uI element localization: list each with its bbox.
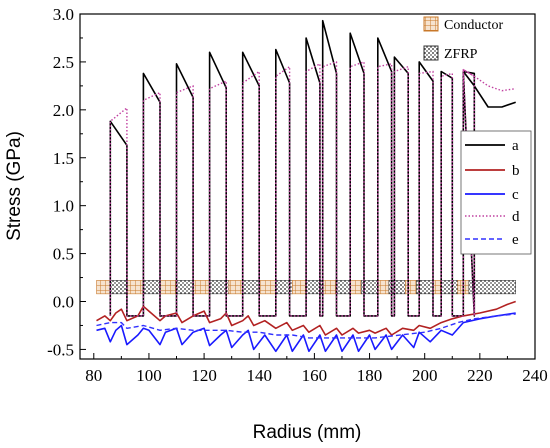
series-legend-box [460,130,532,255]
zfrp-layer-segment [242,280,260,295]
conductor-layer-segment [228,280,243,295]
y-tick-label: 1.5 [53,149,74,168]
conductor-layer-segment [322,280,337,295]
material-legend: Conductor ZFRP [423,16,503,62]
series-group [96,19,516,353]
zfrp-layer-segment [176,280,194,295]
conductor-layer-segment [96,280,111,295]
y-tick-label: 0.5 [53,245,74,264]
x-tick-label: 80 [85,366,102,385]
series-c-line [96,312,516,353]
legend-label-c: c [512,187,519,203]
legend-label-e: e [512,232,519,248]
legend-label-a: a [512,138,519,154]
conductor-layer-segment [159,280,177,295]
conductor-layer-segment [126,280,144,295]
zfrp-swatch [423,45,439,61]
y-axis-title: Stress (GPa) [4,131,25,241]
conductor-layer-segment [292,280,307,295]
conductor-label: Conductor [444,18,503,33]
conductor-layer-segment [432,280,442,295]
y-tick-label: -0.5 [47,340,74,359]
x-tick-label: 140 [246,366,272,385]
x-tick-label: 120 [191,366,217,385]
x-tick-label: 200 [412,366,438,385]
x-tick-label: 220 [467,366,493,385]
zfrp-layer-segment [468,280,516,295]
conductor-layer-segment [192,280,210,295]
legend-label-d: d [512,209,520,225]
zfrp-layer-segment [336,280,351,295]
y-tick-label: 0.0 [53,293,74,312]
x-tick-label: 240 [522,366,548,385]
conductor-layer-segment [349,280,362,295]
series-e-line [96,313,516,339]
zfrp-layer-segment [440,280,459,295]
zfrp-layer-segment [143,280,161,295]
conductor-layer-segment [377,280,390,295]
conductor-swatch [423,16,439,32]
x-tick-label: 160 [302,366,328,385]
series-d-line [109,61,516,317]
legend-label-b: b [512,163,520,179]
y-tick-label: 1.0 [53,197,74,216]
x-tick-label: 100 [136,366,162,385]
y-tick-label: 2.5 [53,53,74,72]
y-tick-label: 2.0 [53,101,74,120]
plot-frame [79,13,536,360]
plot-background [80,14,535,359]
zfrp-label: ZFRP [444,47,478,62]
x-axis-title: Radius (mm) [253,422,362,443]
conductor-layer-segment [405,280,417,295]
zfrp-layer-segment [110,280,128,295]
series-legend: a b c d e [460,130,532,255]
series-b-line [96,300,516,336]
axes: 80 100 120 140 160 180 200 220 240 -0.5 0.0 0.5 1.0 1… [47,5,548,385]
x-tick-label: 180 [357,366,383,385]
y-tick-label: 3.0 [53,5,74,24]
conductor-layer-segment [258,280,277,295]
